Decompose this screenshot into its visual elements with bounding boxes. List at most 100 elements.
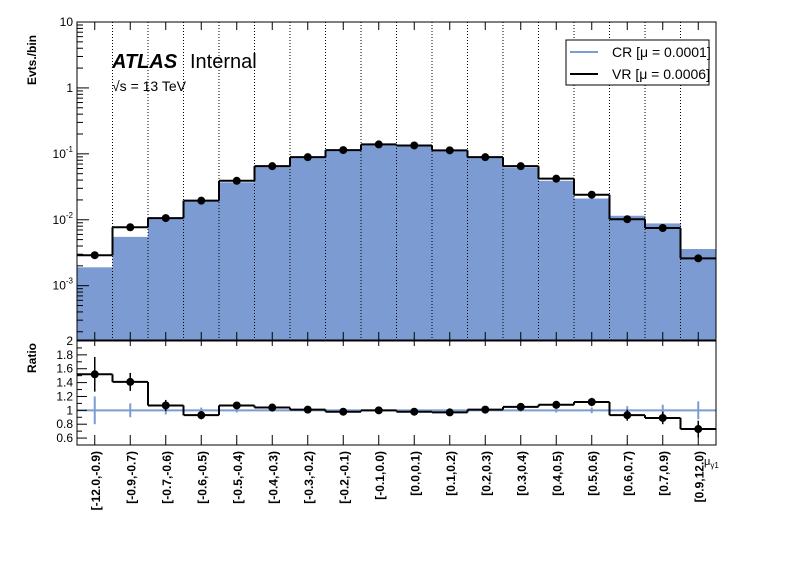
x-axis-title: μγ1: [704, 456, 719, 470]
main-frame: [76, 21, 717, 341]
x-category-label: [-12.0,-0.9): [89, 451, 103, 510]
ratio-frame: [76, 340, 717, 446]
cr-bar: [361, 144, 397, 340]
ratio-y-tick-label: 1.8: [56, 348, 73, 362]
x-axis-title-subscript: γ1: [710, 461, 719, 470]
y-tick-label-exponent: -1: [66, 145, 74, 154]
ratio-point: [587, 398, 596, 407]
ratio-point: [161, 401, 170, 410]
y-tick-label-exponent: -2: [66, 211, 74, 220]
ratio-point: [374, 406, 383, 415]
x-category-label: [-0.9,-0.7): [124, 451, 138, 504]
ratio-point: [658, 413, 667, 422]
cr-bar: [503, 167, 539, 340]
ratio-point: [339, 407, 348, 416]
x-category-label: [-0.5,-0.4): [231, 451, 245, 504]
ratio-point: [481, 405, 490, 414]
ratio-y-axis-title: Ratio: [25, 343, 39, 373]
vr-point: [410, 141, 419, 150]
vr-point: [339, 146, 348, 155]
x-category-label: [0.4,0.5): [550, 451, 564, 496]
y-tick-label-base: 10: [53, 147, 67, 161]
ratio-point: [303, 405, 312, 414]
ratio-panel: 0.60.811.21.41.61.82 [-12.0,-0.9) [-0.9,-0…: [56, 334, 717, 510]
cr-bar: [680, 249, 717, 340]
x-category-label: [0.6,0.7): [621, 451, 635, 496]
x-category-label: [0.2,0.3): [479, 451, 493, 496]
vr-point: [90, 251, 99, 260]
cr-bar: [467, 157, 504, 340]
y-tick-label: 10-3: [53, 277, 74, 293]
ratio-y-tick-label: 1: [66, 403, 73, 417]
ratio-point: [126, 377, 135, 386]
vr-point: [694, 254, 703, 263]
vr-point: [658, 224, 667, 233]
vr-point: [516, 162, 525, 171]
x-category-label: [0.0,0.1): [408, 451, 422, 496]
main-y-axis-title: Evts./bin: [25, 35, 39, 85]
ratio-y-tick-label: 1.4: [56, 376, 73, 390]
vr-point: [481, 153, 490, 162]
y-tick-label: 10-2: [53, 211, 74, 227]
cr-bar: [112, 236, 149, 340]
energy-label: √s = 13 TeV: [112, 78, 187, 94]
x-category-label: [0.3,0.4): [515, 451, 529, 496]
y-tick-label: 1: [66, 81, 73, 95]
x-category-label: [-0.3,-0.2): [302, 451, 316, 504]
vr-point: [552, 174, 561, 183]
ratio-point: [197, 411, 206, 420]
x-category-label: [0.5,0.6): [586, 451, 600, 496]
ratio-point: [410, 407, 419, 416]
x-category-label: [-0.4,-0.3): [266, 451, 280, 504]
atlas-internal-label: Internal: [190, 51, 257, 73]
ratio-point: [694, 425, 703, 434]
cr-bar: [148, 218, 184, 340]
vr-point: [268, 162, 277, 171]
legend-cr-label: CR [μ = 0.0001]: [612, 44, 711, 60]
cr-bar: [325, 149, 362, 340]
cr-bar: [432, 149, 468, 340]
x-axis-title-symbol: μ: [704, 456, 710, 468]
y-tick-label-base: 10: [53, 279, 67, 293]
ratio-point: [232, 401, 241, 410]
ratio-y-tick-label: 0.6: [56, 431, 73, 445]
legend: CR [μ = 0.0001] VR [μ = 0.0006]: [565, 39, 711, 86]
vr-point: [587, 190, 596, 199]
cr-bar: [254, 167, 291, 340]
x-category-label: [0.1,0.2): [444, 451, 458, 496]
cr-bar: [219, 182, 255, 340]
vr-point: [374, 140, 383, 149]
cr-bar: [77, 267, 113, 340]
vr-point: [161, 214, 170, 223]
cr-bar: [645, 223, 681, 340]
x-category-label: [0.9,12.0): [692, 451, 706, 502]
y-tick-label: 10: [60, 15, 74, 29]
cr-bar: [183, 201, 220, 340]
cr-bar: [538, 180, 575, 340]
vr-point: [197, 196, 206, 205]
legend-box: [565, 39, 710, 86]
ratio-point: [516, 402, 525, 411]
ratio-point: [445, 408, 454, 417]
y-tick-label-base: 10: [53, 213, 67, 227]
vr-point: [232, 176, 241, 185]
x-category-label: [-0.7,-0.6): [160, 451, 174, 504]
x-category-label: [-0.2,-0.1): [337, 451, 351, 504]
atlas-label: ATLAS: [111, 51, 178, 73]
ratio-point: [552, 400, 561, 409]
x-category-label: [-0.6,-0.5): [195, 451, 209, 504]
ratio-y-tick-label: 1.6: [56, 362, 73, 376]
ratio-y-tick-label: 0.8: [56, 417, 73, 431]
x-category-label: [0.7,0.9): [657, 451, 671, 496]
cr-bar: [609, 215, 646, 340]
vr-point: [126, 223, 135, 232]
vr-point: [445, 146, 454, 155]
legend-vr-label: VR [μ = 0.0006]: [612, 66, 710, 82]
y-tick-label-exponent: -3: [66, 277, 74, 286]
ratio-point: [268, 403, 277, 412]
ratio-y-tick-label: 2: [66, 334, 73, 348]
x-category-label: [-0.1,0.0): [373, 451, 387, 500]
cr-bar: [574, 198, 610, 340]
